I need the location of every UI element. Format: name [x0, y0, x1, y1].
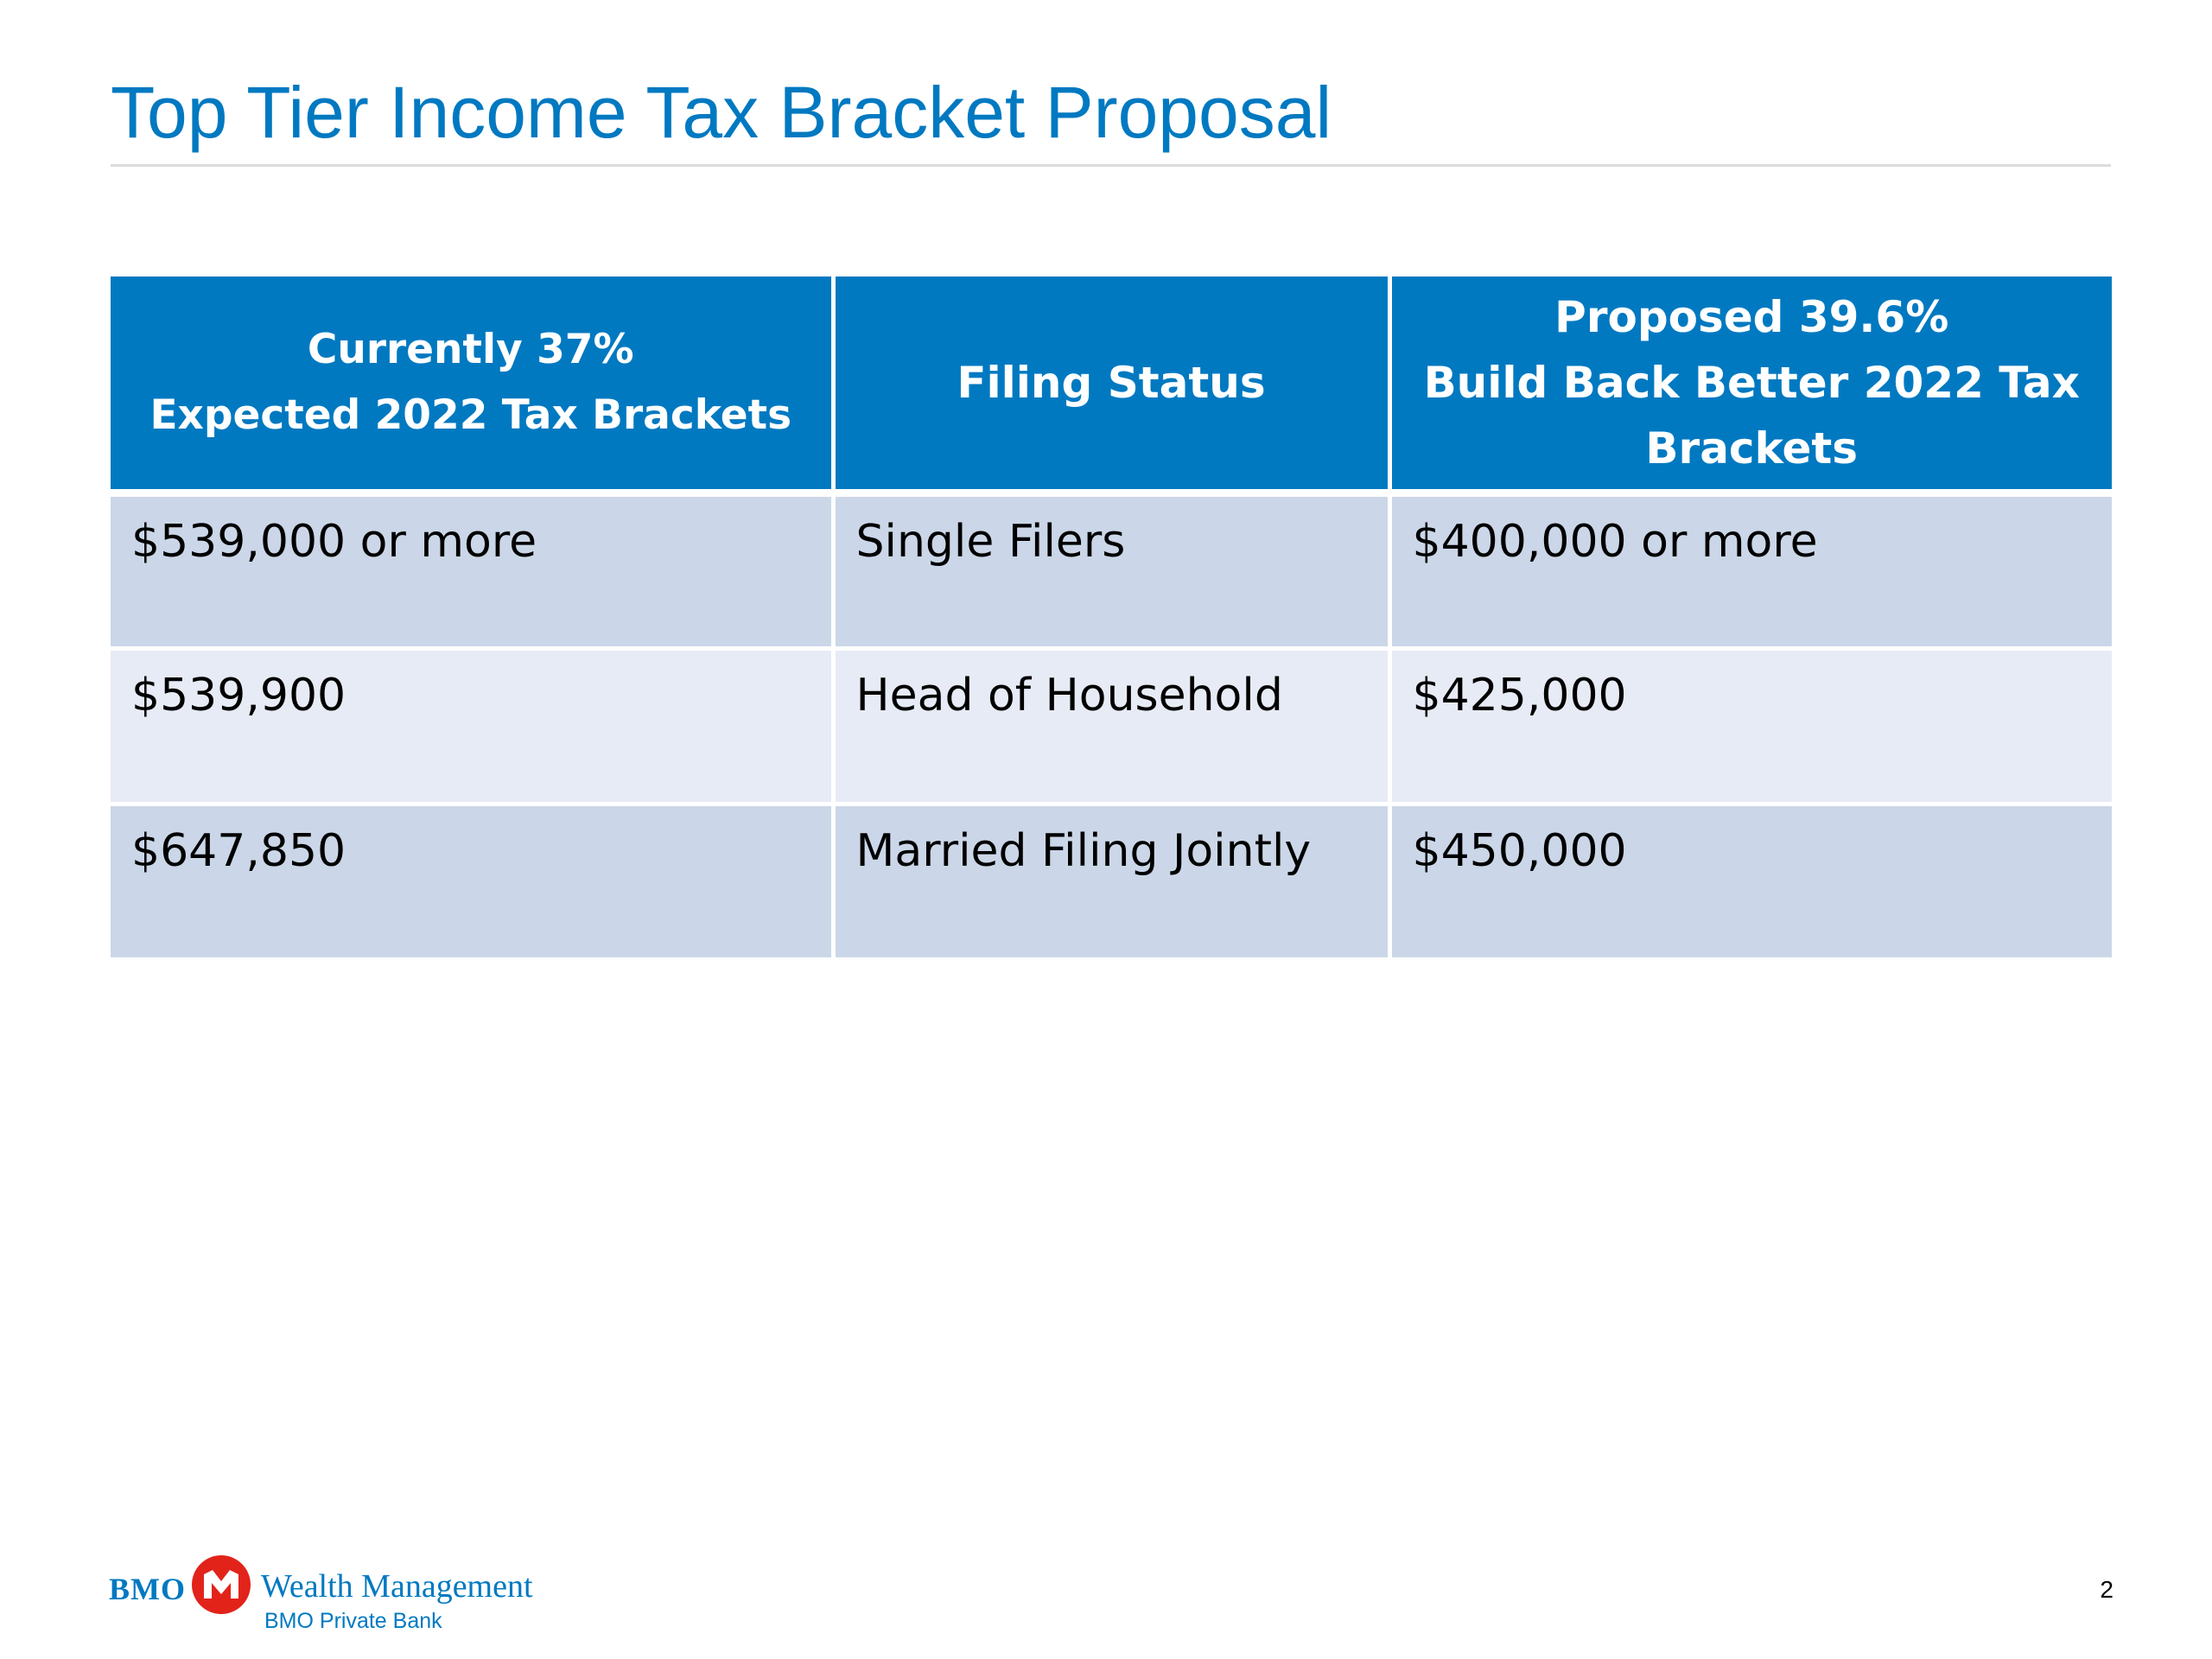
header-current-rate: Currently 37% [307, 325, 634, 373]
header-proposed-brackets: Proposed 39.6% Build Back Better 2022 Ta… [1389, 276, 2112, 497]
header-current-label: Expected 2022 Tax Brackets [149, 391, 792, 439]
bmo-wealth-management-logo: BMO Wealth Management BMO Private Bank [109, 1555, 593, 1633]
cell-proposed-bracket: $425,000 [1389, 648, 2112, 806]
logo-bmo-text: BMO [109, 1572, 186, 1606]
cell-filing-status: Head of Household [833, 648, 1392, 806]
tax-bracket-table: Currently 37% Expected 2022 Tax Brackets… [111, 276, 2112, 962]
cell-proposed-bracket: $400,000 or more [1389, 493, 2112, 651]
table-header-row: Currently 37% Expected 2022 Tax Brackets… [111, 276, 2112, 497]
logo-wealth-management-text: Wealth Management [261, 1568, 533, 1605]
header-current-brackets: Currently 37% Expected 2022 Tax Brackets [111, 276, 836, 497]
slide-title: Top Tier Income Tax Bracket Proposal [111, 72, 1332, 153]
table-row: $539,900 Head of Household $425,000 [111, 648, 2112, 806]
header-filing-status: Filing Status [833, 276, 1392, 497]
cell-filing-status: Single Filers [833, 493, 1392, 651]
cell-current-bracket: $539,000 or more [111, 493, 836, 651]
logo-private-bank-text: BMO Private Bank [264, 1609, 442, 1633]
cell-current-bracket: $647,850 [111, 804, 836, 962]
header-proposed-rate: Proposed 39.6% [1554, 291, 1949, 342]
bmo-roundel-icon [192, 1555, 251, 1614]
cell-filing-status: Married Filing Jointly [833, 804, 1392, 962]
header-filing-status-label: Filing Status [957, 357, 1266, 408]
title-divider [111, 164, 2111, 167]
page-number: 2 [2100, 1576, 2113, 1603]
header-proposed-label: Build Back Better 2022 Tax Brackets [1423, 357, 2080, 474]
cell-current-bracket: $539,900 [111, 648, 836, 806]
table-row: $647,850 Married Filing Jointly $450,000 [111, 804, 2112, 962]
table-row: $539,000 or more Single Filers $400,000 … [111, 493, 2112, 651]
cell-proposed-bracket: $450,000 [1389, 804, 2112, 962]
